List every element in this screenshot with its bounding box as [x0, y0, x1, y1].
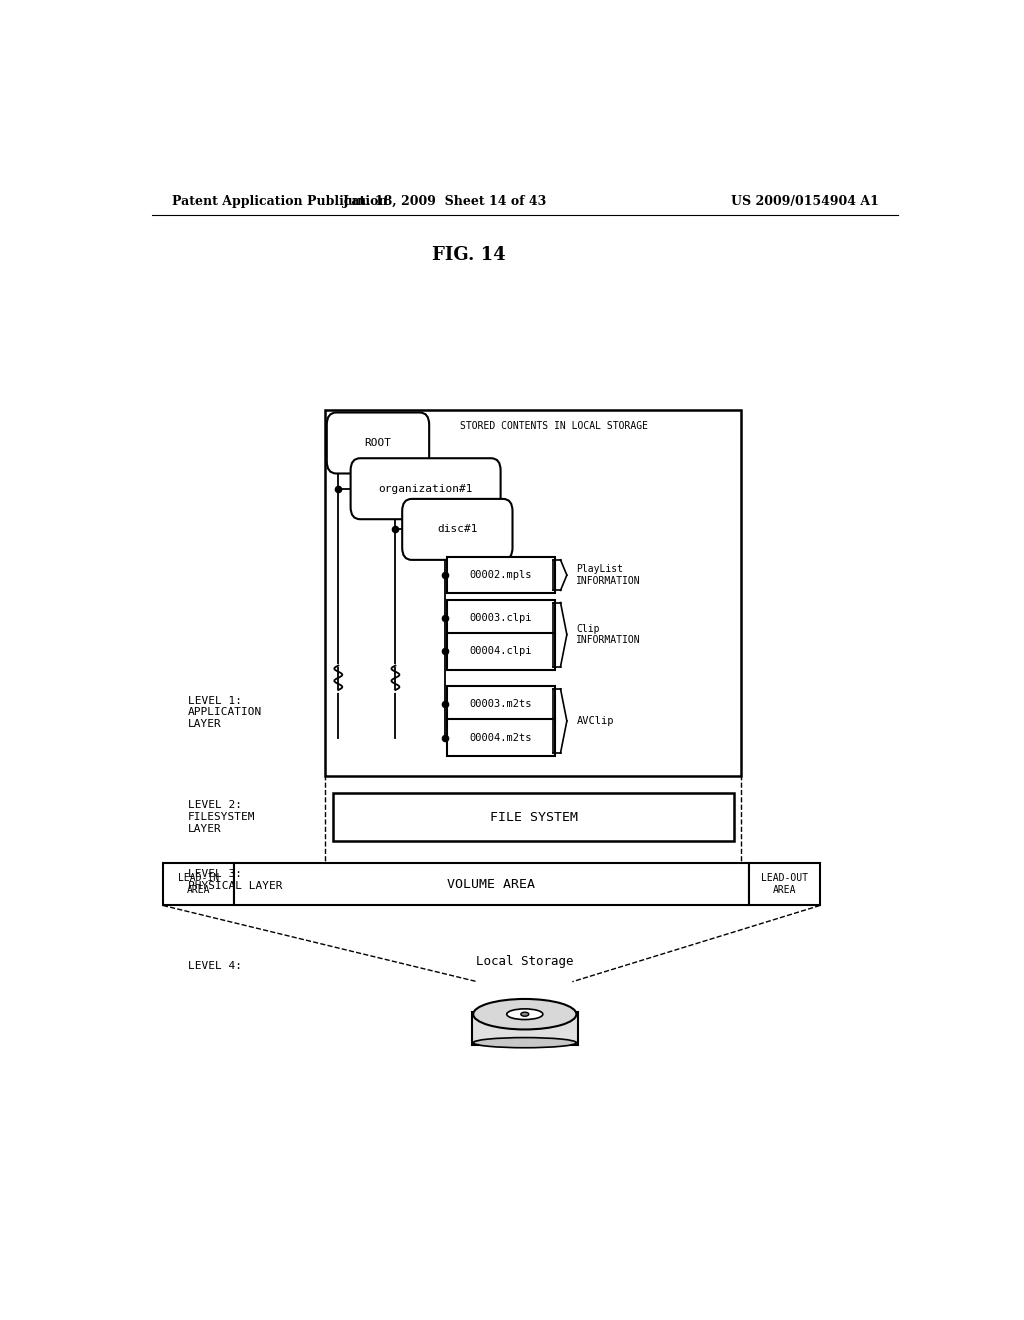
Text: US 2009/0154904 A1: US 2009/0154904 A1 — [731, 194, 879, 207]
Text: PlayList
INFORMATION: PlayList INFORMATION — [577, 565, 641, 586]
FancyBboxPatch shape — [447, 686, 555, 722]
FancyBboxPatch shape — [325, 411, 741, 776]
Text: 00004.clpi: 00004.clpi — [470, 647, 532, 656]
Text: disc#1: disc#1 — [437, 524, 477, 535]
FancyBboxPatch shape — [327, 412, 429, 474]
Text: Clip
INFORMATION: Clip INFORMATION — [577, 624, 641, 645]
FancyBboxPatch shape — [333, 792, 734, 841]
Text: Patent Application Publication: Patent Application Publication — [172, 194, 387, 207]
Text: organization#1: organization#1 — [378, 483, 473, 494]
Text: STORED CONTENTS IN LOCAL STORAGE: STORED CONTENTS IN LOCAL STORAGE — [460, 421, 648, 430]
Text: 00003.clpi: 00003.clpi — [470, 612, 532, 623]
Text: LEVEL 2:
FILESYSTEM
LAYER: LEVEL 2: FILESYSTEM LAYER — [187, 800, 255, 834]
FancyBboxPatch shape — [447, 557, 555, 594]
Text: LEVEL 1:
APPLICATION
LAYER: LEVEL 1: APPLICATION LAYER — [187, 696, 262, 729]
Text: FIG. 14: FIG. 14 — [432, 246, 506, 264]
FancyBboxPatch shape — [234, 863, 749, 906]
Text: Jun. 18, 2009  Sheet 14 of 43: Jun. 18, 2009 Sheet 14 of 43 — [343, 194, 548, 207]
Text: LEVEL 4:: LEVEL 4: — [187, 961, 242, 972]
FancyBboxPatch shape — [350, 458, 501, 519]
Text: 00004.m2ts: 00004.m2ts — [470, 733, 532, 743]
Text: Local Storage: Local Storage — [476, 954, 573, 968]
Text: LEAD-IN
AREA: LEAD-IN AREA — [178, 874, 219, 895]
FancyBboxPatch shape — [447, 634, 555, 669]
Ellipse shape — [473, 999, 577, 1030]
Text: 00002.mpls: 00002.mpls — [470, 570, 532, 579]
FancyBboxPatch shape — [472, 1012, 578, 1044]
Ellipse shape — [521, 1012, 528, 1016]
FancyBboxPatch shape — [749, 863, 820, 906]
FancyBboxPatch shape — [447, 599, 555, 636]
Text: LEAD-OUT
AREA: LEAD-OUT AREA — [761, 874, 808, 895]
Text: AVClip: AVClip — [577, 715, 613, 726]
FancyBboxPatch shape — [163, 863, 234, 906]
Text: VOLUME AREA: VOLUME AREA — [447, 878, 536, 891]
Ellipse shape — [507, 1008, 543, 1019]
Text: LEVEL 3:
PHYSICAL LAYER: LEVEL 3: PHYSICAL LAYER — [187, 870, 282, 891]
Text: ROOT: ROOT — [365, 438, 391, 447]
Ellipse shape — [473, 1038, 577, 1048]
FancyBboxPatch shape — [447, 719, 555, 756]
Text: FILE SYSTEM: FILE SYSTEM — [489, 810, 578, 824]
Text: 00003.m2ts: 00003.m2ts — [470, 700, 532, 709]
FancyBboxPatch shape — [402, 499, 512, 560]
